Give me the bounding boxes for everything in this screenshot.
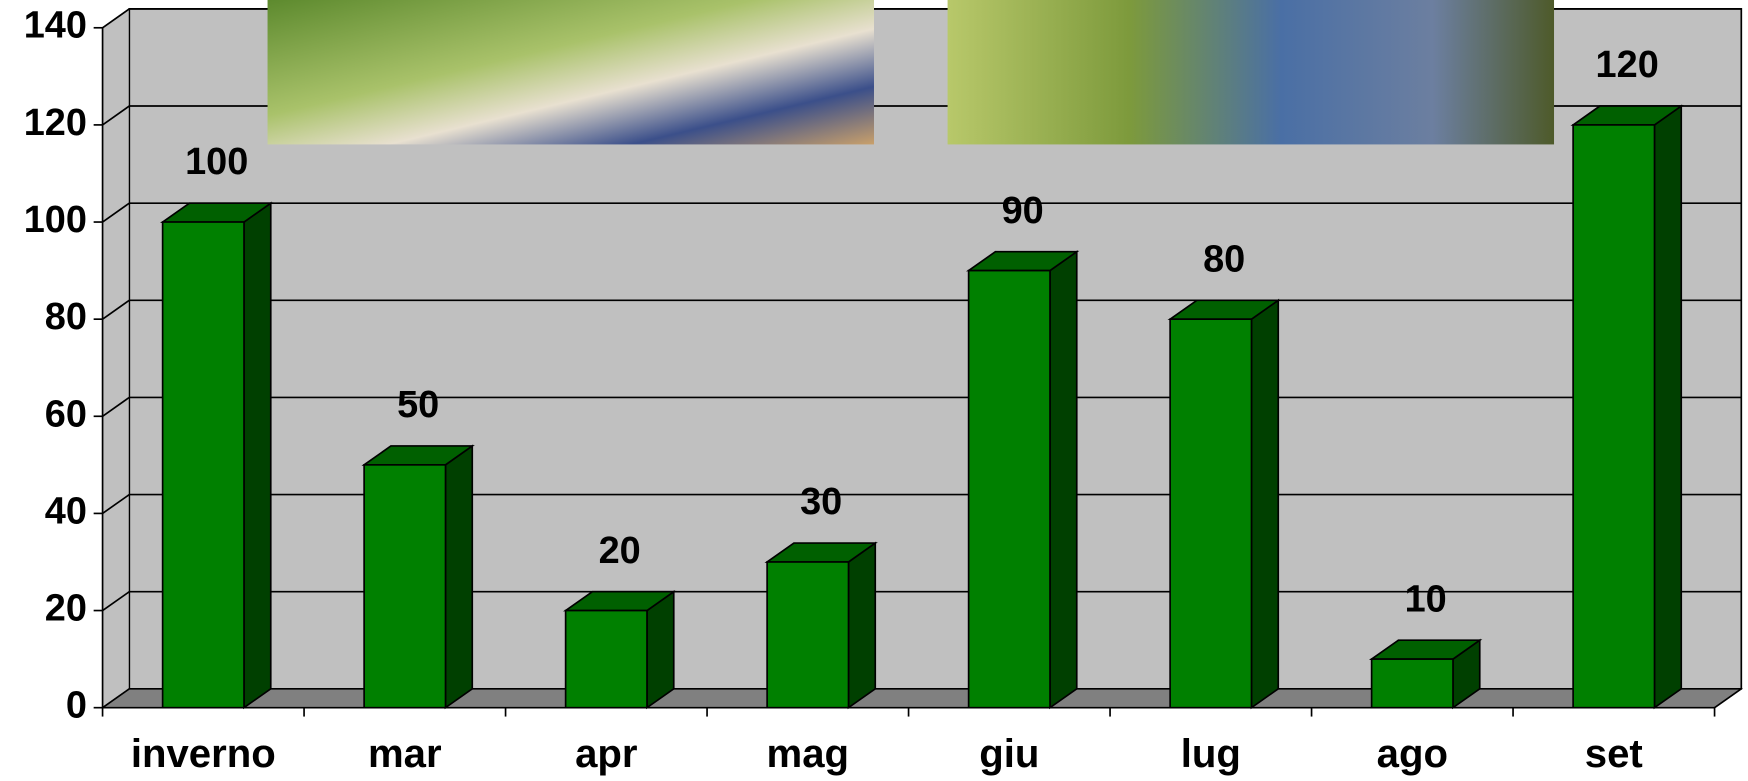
bar [967, 269, 1051, 709]
bar [161, 221, 245, 709]
floor [100, 688, 1744, 709]
x-tick-label: mag [767, 732, 849, 776]
value-label: 50 [397, 384, 439, 426]
bar-side [646, 590, 675, 710]
side-wall [102, 7, 130, 709]
bar-side [1653, 104, 1683, 710]
y-tick-label: 100 [24, 199, 87, 241]
photo [267, 0, 874, 145]
value-label: 30 [800, 481, 842, 523]
x-tick-label: lug [1181, 732, 1241, 776]
y-tick-label: 60 [45, 393, 87, 435]
y-tick-label: 140 [24, 5, 87, 47]
y-tick-label: 120 [24, 102, 87, 144]
bar [363, 464, 447, 709]
grid-line [102, 202, 1742, 223]
bar-side [243, 201, 272, 710]
x-tick-label: apr [575, 732, 637, 776]
value-label: 120 [1596, 44, 1659, 86]
x-tick-label: inverno [131, 732, 276, 776]
y-tick-label: 20 [45, 588, 87, 630]
x-axis-end [1714, 688, 1742, 709]
y-tick-label: 80 [45, 296, 87, 338]
x-tick-label: set [1585, 732, 1643, 776]
bar [1169, 318, 1253, 709]
y-tick-label: 0 [66, 685, 87, 727]
bar-side [847, 541, 877, 710]
value-label: 80 [1203, 238, 1245, 280]
bar-side [1250, 298, 1280, 710]
labels: 0 20 40 60 80 100 120 140 inverno 100 mar 50 apr 20 ma… [24, 5, 1659, 776]
bar-side [444, 444, 474, 710]
y-tick-label: 40 [45, 490, 87, 532]
bar [564, 609, 648, 709]
photo [947, 0, 1555, 145]
x-tick-label: giu [979, 732, 1039, 776]
value-label: 20 [599, 530, 641, 572]
bar [1572, 124, 1656, 709]
value-label: 90 [1002, 190, 1044, 232]
bar [1370, 658, 1454, 709]
x-tick-label: mar [368, 732, 442, 776]
x-tick-label: ago [1377, 732, 1448, 776]
bar [766, 561, 850, 709]
value-label: 100 [185, 141, 248, 183]
bar-side [1049, 250, 1078, 710]
value-label: 10 [1405, 578, 1447, 620]
